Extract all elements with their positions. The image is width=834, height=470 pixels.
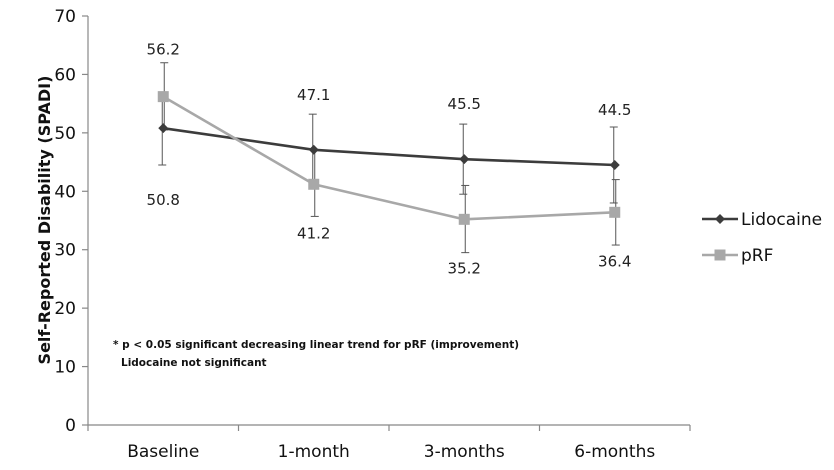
y-tick-label: 40 bbox=[54, 182, 76, 202]
legend-label: Lidocaine bbox=[741, 210, 822, 230]
annotation-line-1: * p < 0.05 significant decreasing linear… bbox=[113, 339, 519, 351]
legend-label: pRF bbox=[741, 246, 773, 266]
legend-swatch-marker bbox=[715, 214, 725, 224]
y-tick-label: 10 bbox=[54, 358, 76, 378]
y-tick-label: 30 bbox=[54, 241, 76, 261]
annotation-line-2: Lidocaine not significant bbox=[121, 357, 267, 369]
x-tick-label: 3-months bbox=[424, 442, 505, 462]
legend-item-prf: pRF bbox=[702, 246, 773, 266]
data-labels: 50.8 47.1 45.5 44.5 56.2 41.2 35.2 36.4 bbox=[147, 41, 632, 278]
legend-item-lidocaine: Lidocaine bbox=[702, 210, 822, 230]
data-label-lidocaine: 47.1 bbox=[297, 86, 330, 104]
y-tick-label: 20 bbox=[54, 299, 76, 319]
x-tick-label: 1-month bbox=[278, 442, 350, 462]
annotation-note: * p < 0.05 significant decreasing linear… bbox=[113, 339, 519, 369]
y-tick-label: 50 bbox=[54, 124, 76, 144]
series-lines bbox=[162, 95, 615, 221]
y-tick-label: 70 bbox=[54, 7, 76, 27]
y-axis-ticks: 0 10 20 30 40 50 60 70 bbox=[54, 7, 88, 436]
legend: Lidocaine pRF bbox=[702, 210, 822, 266]
legend-swatch-marker bbox=[714, 249, 726, 261]
data-point-lidocaine bbox=[308, 144, 319, 155]
x-axis-ticks: Baseline 1-month 3-months 6-months bbox=[87, 425, 691, 462]
y-tick-label: 0 bbox=[65, 416, 76, 436]
series-markers bbox=[157, 91, 621, 225]
series-line-lidocaine bbox=[163, 126, 615, 167]
data-label-prf: 41.2 bbox=[297, 224, 330, 242]
y-axis-label: Self-Reported Disability (SPADI) bbox=[35, 76, 54, 365]
y-tick-label: 60 bbox=[54, 65, 76, 85]
data-point-lidocaine bbox=[459, 154, 470, 165]
data-label-lidocaine: 45.5 bbox=[448, 95, 481, 113]
data-label-lidocaine: 44.5 bbox=[598, 101, 631, 119]
data-point-lidocaine bbox=[158, 123, 169, 134]
error-bars bbox=[158, 62, 620, 254]
data-label-prf: 35.2 bbox=[448, 259, 481, 277]
x-tick-label: 6-months bbox=[574, 442, 655, 462]
data-point-lidocaine bbox=[609, 159, 620, 170]
series-line-prf bbox=[162, 95, 615, 221]
data-point-prf bbox=[609, 206, 621, 218]
data-point-prf bbox=[157, 91, 169, 103]
data-point-prf bbox=[308, 178, 320, 190]
x-tick-label: Baseline bbox=[127, 442, 199, 462]
data-label-prf: 36.4 bbox=[598, 252, 631, 270]
data-label-lidocaine: 50.8 bbox=[147, 191, 180, 209]
data-point-prf bbox=[458, 213, 470, 225]
data-label-prf: 56.2 bbox=[147, 41, 180, 59]
